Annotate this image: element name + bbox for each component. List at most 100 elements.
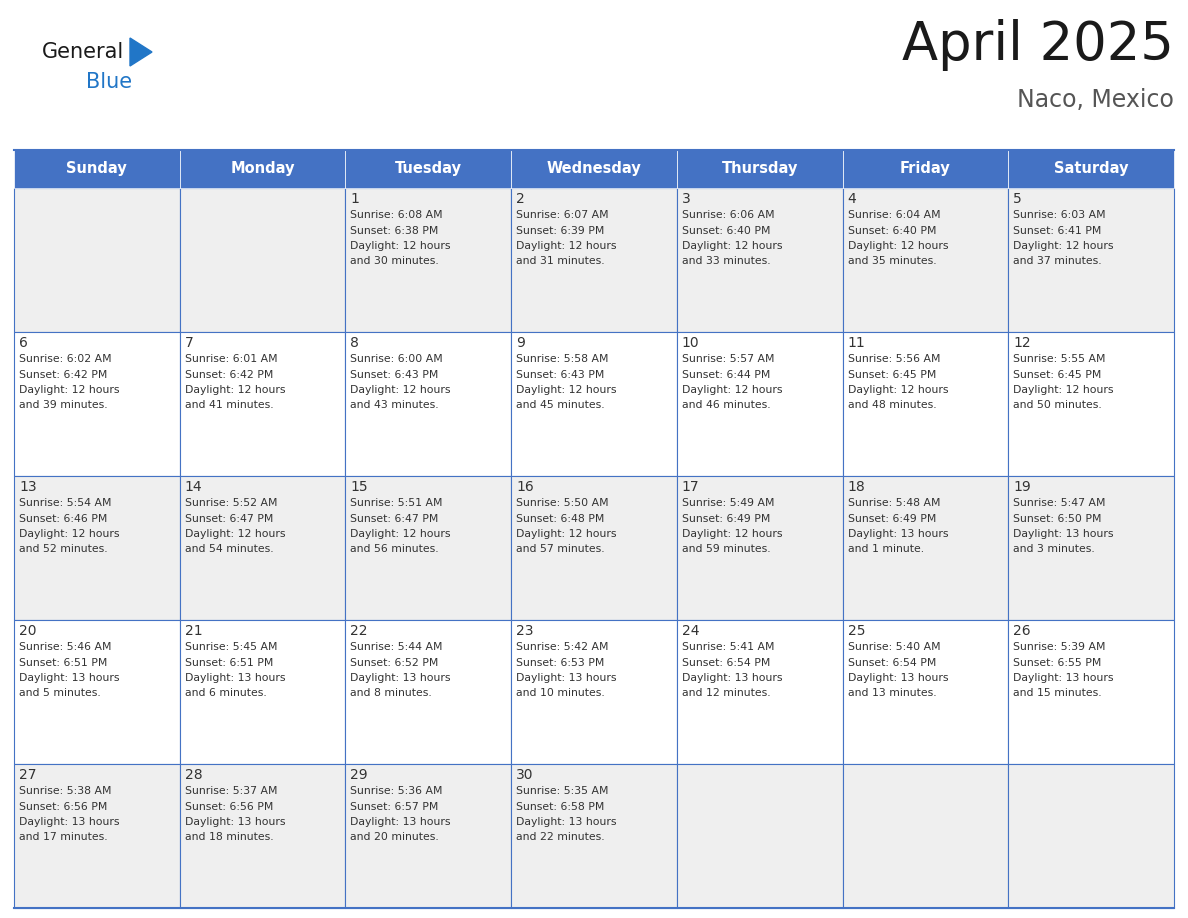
Bar	[842, 150, 1009, 188]
Text: 1: 1	[350, 192, 359, 206]
Text: and 17 minutes.: and 17 minutes.	[19, 833, 108, 843]
Text: Sunset: 6:52 PM: Sunset: 6:52 PM	[350, 657, 438, 667]
Text: Sunrise: 5:56 AM: Sunrise: 5:56 AM	[847, 354, 940, 364]
Bar	[14, 476, 179, 620]
Text: Sunrise: 5:37 AM: Sunrise: 5:37 AM	[184, 786, 277, 796]
Bar	[346, 764, 511, 908]
Text: Daylight: 13 hours: Daylight: 13 hours	[516, 673, 617, 683]
Text: Daylight: 13 hours: Daylight: 13 hours	[1013, 673, 1114, 683]
Text: Sunrise: 6:00 AM: Sunrise: 6:00 AM	[350, 354, 443, 364]
Text: 22: 22	[350, 624, 368, 638]
Text: Daylight: 12 hours: Daylight: 12 hours	[1013, 385, 1114, 395]
Text: 27: 27	[19, 768, 37, 782]
Bar	[346, 476, 511, 620]
Text: 18: 18	[847, 480, 865, 494]
Text: Sunrise: 6:06 AM: Sunrise: 6:06 AM	[682, 210, 775, 220]
Text: and 6 minutes.: and 6 minutes.	[184, 688, 266, 699]
Text: Monday: Monday	[230, 162, 295, 176]
Text: Daylight: 13 hours: Daylight: 13 hours	[184, 673, 285, 683]
Text: and 48 minutes.: and 48 minutes.	[847, 400, 936, 410]
Bar	[179, 188, 346, 332]
Text: Sunrise: 6:04 AM: Sunrise: 6:04 AM	[847, 210, 940, 220]
Text: Daylight: 12 hours: Daylight: 12 hours	[847, 385, 948, 395]
Text: Sunrise: 5:36 AM: Sunrise: 5:36 AM	[350, 786, 443, 796]
Text: and 33 minutes.: and 33 minutes.	[682, 256, 771, 266]
Text: and 57 minutes.: and 57 minutes.	[516, 544, 605, 554]
Text: 12: 12	[1013, 336, 1031, 350]
Bar	[14, 620, 179, 764]
Bar	[346, 150, 511, 188]
Bar	[677, 764, 842, 908]
Text: Sunset: 6:47 PM: Sunset: 6:47 PM	[350, 513, 438, 523]
Text: 2: 2	[516, 192, 525, 206]
Text: Sunrise: 5:46 AM: Sunrise: 5:46 AM	[19, 642, 112, 652]
Text: 29: 29	[350, 768, 368, 782]
Text: Daylight: 12 hours: Daylight: 12 hours	[184, 385, 285, 395]
Polygon shape	[129, 38, 152, 66]
Text: Sunset: 6:45 PM: Sunset: 6:45 PM	[847, 370, 936, 379]
Bar	[14, 332, 179, 476]
Bar	[346, 620, 511, 764]
Bar	[1009, 188, 1174, 332]
Text: Daylight: 13 hours: Daylight: 13 hours	[847, 673, 948, 683]
Text: 4: 4	[847, 192, 857, 206]
Text: and 41 minutes.: and 41 minutes.	[184, 400, 273, 410]
Text: Sunset: 6:39 PM: Sunset: 6:39 PM	[516, 226, 605, 236]
Bar	[1009, 332, 1174, 476]
Text: Daylight: 13 hours: Daylight: 13 hours	[350, 673, 451, 683]
Text: Sunrise: 5:51 AM: Sunrise: 5:51 AM	[350, 498, 443, 508]
Text: Sunrise: 5:38 AM: Sunrise: 5:38 AM	[19, 786, 112, 796]
Text: and 35 minutes.: and 35 minutes.	[847, 256, 936, 266]
Text: Sunset: 6:43 PM: Sunset: 6:43 PM	[516, 370, 605, 379]
Bar	[511, 476, 677, 620]
Text: Sunset: 6:55 PM: Sunset: 6:55 PM	[1013, 657, 1101, 667]
Text: Friday: Friday	[901, 162, 950, 176]
Text: Sunrise: 5:41 AM: Sunrise: 5:41 AM	[682, 642, 775, 652]
Text: 11: 11	[847, 336, 865, 350]
Text: Naco, Mexico: Naco, Mexico	[1017, 88, 1174, 112]
Text: Daylight: 12 hours: Daylight: 12 hours	[350, 241, 451, 251]
Text: and 45 minutes.: and 45 minutes.	[516, 400, 605, 410]
Text: Sunset: 6:56 PM: Sunset: 6:56 PM	[19, 801, 107, 812]
Text: 30: 30	[516, 768, 533, 782]
Bar	[179, 150, 346, 188]
Bar	[677, 188, 842, 332]
Text: Daylight: 13 hours: Daylight: 13 hours	[350, 817, 451, 827]
Bar	[677, 332, 842, 476]
Text: 21: 21	[184, 624, 202, 638]
Text: Daylight: 12 hours: Daylight: 12 hours	[682, 241, 783, 251]
Text: 16: 16	[516, 480, 533, 494]
Bar	[842, 476, 1009, 620]
Text: and 15 minutes.: and 15 minutes.	[1013, 688, 1102, 699]
Text: Daylight: 12 hours: Daylight: 12 hours	[847, 241, 948, 251]
Bar	[842, 188, 1009, 332]
Text: 20: 20	[19, 624, 37, 638]
Text: Sunset: 6:53 PM: Sunset: 6:53 PM	[516, 657, 605, 667]
Text: and 12 minutes.: and 12 minutes.	[682, 688, 771, 699]
Text: Sunrise: 5:50 AM: Sunrise: 5:50 AM	[516, 498, 608, 508]
Text: 3: 3	[682, 192, 690, 206]
Text: Daylight: 12 hours: Daylight: 12 hours	[350, 529, 451, 539]
Text: Daylight: 12 hours: Daylight: 12 hours	[1013, 241, 1114, 251]
Text: Daylight: 12 hours: Daylight: 12 hours	[516, 385, 617, 395]
Bar	[511, 150, 677, 188]
Bar	[346, 332, 511, 476]
Text: Sunrise: 5:39 AM: Sunrise: 5:39 AM	[1013, 642, 1106, 652]
Text: Daylight: 13 hours: Daylight: 13 hours	[19, 817, 120, 827]
Text: Daylight: 13 hours: Daylight: 13 hours	[184, 817, 285, 827]
Text: Sunrise: 5:48 AM: Sunrise: 5:48 AM	[847, 498, 940, 508]
Text: 25: 25	[847, 624, 865, 638]
Bar	[677, 476, 842, 620]
Text: Sunset: 6:51 PM: Sunset: 6:51 PM	[184, 657, 273, 667]
Text: Blue: Blue	[86, 72, 132, 92]
Text: Daylight: 13 hours: Daylight: 13 hours	[19, 673, 120, 683]
Text: Sunday: Sunday	[67, 162, 127, 176]
Text: Daylight: 12 hours: Daylight: 12 hours	[19, 529, 120, 539]
Text: Sunset: 6:50 PM: Sunset: 6:50 PM	[1013, 513, 1101, 523]
Text: Daylight: 12 hours: Daylight: 12 hours	[19, 385, 120, 395]
Text: Daylight: 12 hours: Daylight: 12 hours	[682, 529, 783, 539]
Text: and 31 minutes.: and 31 minutes.	[516, 256, 605, 266]
Text: Sunset: 6:40 PM: Sunset: 6:40 PM	[682, 226, 770, 236]
Text: 9: 9	[516, 336, 525, 350]
Bar	[179, 332, 346, 476]
